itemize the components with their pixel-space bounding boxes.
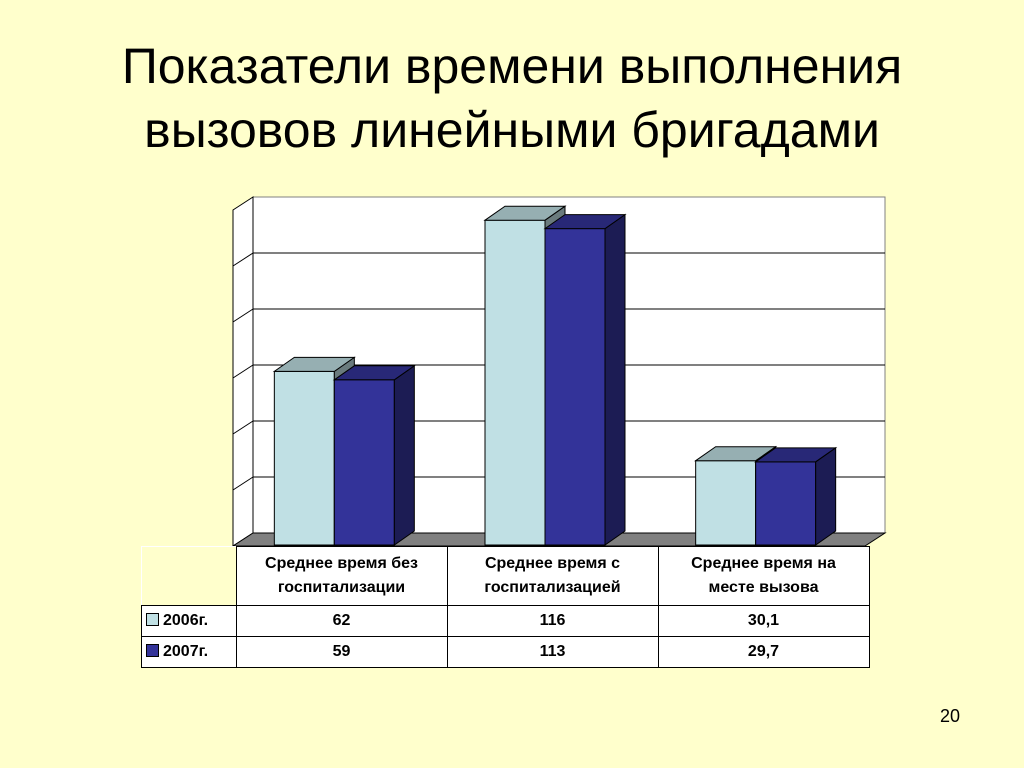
bar-2006-1 [273, 370, 335, 546]
bar-top-2006-3 [694, 446, 778, 462]
page-number: 20 [939, 706, 960, 726]
bar-top-2007-3 [754, 447, 838, 463]
bar-side-2007-2 [604, 213, 626, 546]
bar-top-2007-2 [543, 214, 627, 230]
slide-title-line2: вызовов линейными бригадами [144, 102, 880, 158]
bar-side-2007-1 [393, 364, 415, 546]
table-corner [141, 546, 236, 606]
bar-top-2007-1 [332, 365, 416, 381]
slide-title: Показатели времени выполнения вызовов ли… [40, 34, 984, 162]
category-header-2-line2: госпитализацией [484, 579, 621, 596]
legend-entry-2006: 2006г. [141, 605, 237, 637]
category-header-1-line2: госпитализации [277, 579, 406, 596]
bar-2006-3 [695, 460, 757, 546]
slide-title-line1: Показатели времени выполнения [121, 38, 903, 94]
table-cell-2006-1: 62 [235, 605, 448, 637]
bar-top-2006-1 [272, 356, 356, 372]
table-row-2007: 2007г. 59 113 29,7 [141, 636, 870, 668]
bar-top-2006-2 [483, 205, 567, 221]
table-cell-2006-3: 30,1 [657, 605, 870, 637]
table-cell-2007-2: 113 [446, 636, 659, 668]
chart-data-table: Среднее время без госпитализации Среднее… [141, 546, 870, 668]
category-header-1-line1: Среднее время без [265, 555, 418, 572]
category-header-3: Среднее время на месте вызова [657, 546, 870, 606]
gridline-side [232, 476, 254, 491]
legend-label-2006: 2006г. [163, 612, 209, 629]
bar-2006-2 [484, 219, 546, 546]
gridline-side [232, 252, 254, 267]
category-header-3-line2: месте вызова [708, 579, 819, 596]
gridline-side [232, 420, 254, 435]
legend-swatch-2006 [146, 613, 159, 626]
table-cell-2007-1: 59 [235, 636, 448, 668]
gridline-side [232, 308, 254, 323]
bar-2007-1 [333, 379, 395, 546]
table-cell-2006-2: 116 [446, 605, 659, 637]
legend-swatch-2007 [146, 644, 159, 657]
bar-chart [231, 196, 887, 547]
gridline-side [232, 364, 254, 379]
table-header-row: Среднее время без госпитализации Среднее… [141, 546, 870, 606]
category-header-2: Среднее время с госпитализацией [446, 546, 659, 606]
bar-2007-3 [755, 461, 817, 546]
category-header-3-line1: Среднее время на [691, 555, 836, 572]
table-cell-2007-3: 29,7 [657, 636, 870, 668]
legend-entry-2007: 2007г. [141, 636, 237, 668]
table-row-2006: 2006г. 62 116 30,1 [141, 605, 870, 637]
bar-2007-2 [544, 228, 606, 546]
bar-side-2007-3 [815, 446, 837, 546]
category-header-1: Среднее время без госпитализации [235, 546, 448, 606]
legend-label-2007: 2007г. [163, 643, 209, 660]
category-header-2-line1: Среднее время с [484, 555, 621, 572]
